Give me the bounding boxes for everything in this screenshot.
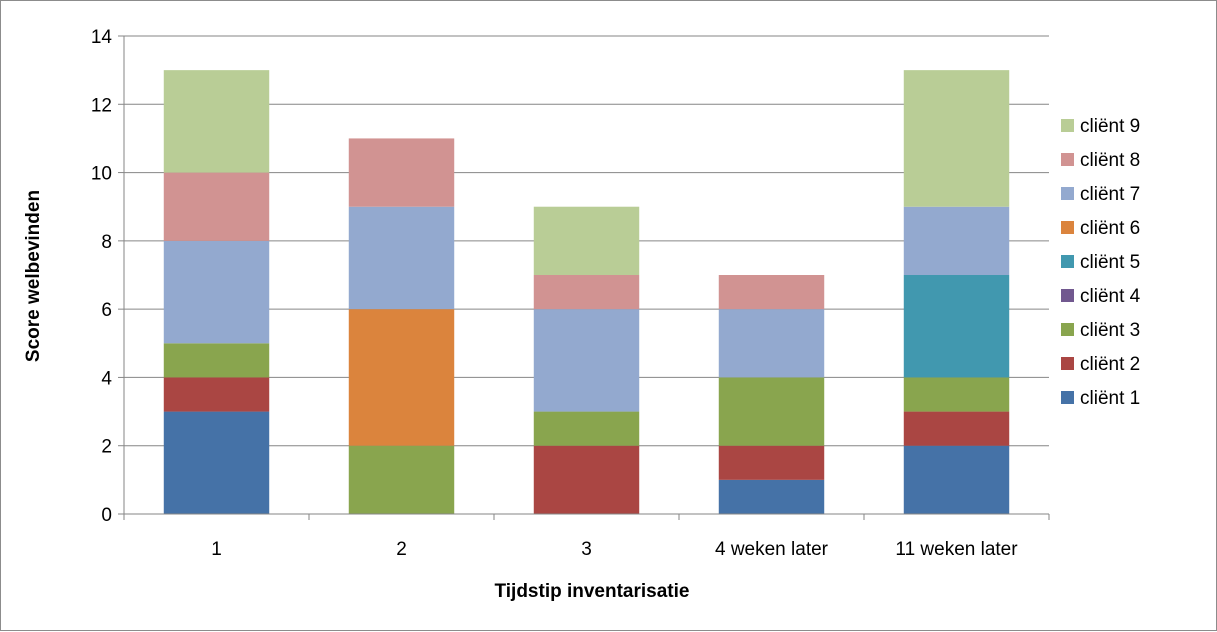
bar-segment: [533, 445, 640, 514]
bar-segment: [163, 343, 270, 378]
legend-swatch: [1061, 119, 1074, 132]
y-tick-label: 2: [101, 437, 112, 458]
x-tick-label: 4 weken later: [715, 539, 829, 560]
y-axis-title: Score welbevinden: [23, 190, 44, 362]
bar-segment: [163, 411, 270, 514]
legend-swatch: [1061, 221, 1074, 234]
bar-segment: [533, 309, 640, 412]
bar-segment: [163, 240, 270, 344]
bar-segment: [163, 70, 270, 173]
bar-segment: [903, 377, 1010, 412]
x-tick-label: 2: [396, 539, 407, 560]
legend-swatch: [1061, 255, 1074, 268]
x-axis-title: Tijdstip inventarisatie: [495, 581, 690, 602]
bar-segment: [903, 275, 1010, 378]
legend-swatch: [1061, 289, 1074, 302]
y-tick-label: 12: [91, 95, 112, 116]
legend-label: cliënt 4: [1080, 286, 1141, 307]
y-tick-label: 8: [101, 232, 112, 253]
legend-label: cliënt 3: [1080, 320, 1140, 341]
legend-swatch: [1061, 153, 1074, 166]
bar-segment: [718, 445, 825, 480]
bar-segment: [903, 206, 1010, 275]
y-tick-label: 0: [101, 505, 112, 526]
bar-segment: [348, 309, 455, 446]
x-tick-label: 1: [211, 539, 222, 560]
legend-label: cliënt 5: [1080, 252, 1140, 273]
y-tick-label: 10: [91, 164, 112, 185]
bar-segment: [533, 275, 640, 310]
bar-segment: [718, 377, 825, 446]
bar-segment: [348, 445, 455, 514]
y-tick-label: 6: [101, 300, 112, 321]
bar-segment: [533, 206, 640, 275]
bar-segment: [348, 206, 455, 310]
bar-segment: [718, 309, 825, 378]
bar-segment: [903, 445, 1010, 514]
x-tick-label: 3: [581, 539, 592, 560]
bars: [163, 70, 1010, 514]
legend-swatch: [1061, 187, 1074, 200]
bar-segment: [163, 377, 270, 412]
y-tick-label: 14: [91, 27, 113, 48]
bar-segment: [903, 411, 1010, 446]
legend-label: cliënt 9: [1080, 116, 1140, 137]
bar-segment: [348, 138, 455, 207]
bar-segment: [163, 172, 270, 241]
legend-label: cliënt 8: [1080, 150, 1140, 171]
bar-segment: [718, 275, 825, 310]
bar-segment: [718, 479, 825, 514]
x-tick-label: 11 weken later: [895, 539, 1018, 560]
bar-segment: [903, 70, 1010, 207]
bar-segment: [533, 411, 640, 446]
legend-label: cliënt 2: [1080, 354, 1140, 375]
legend-label: cliënt 6: [1080, 218, 1140, 239]
legend-swatch: [1061, 357, 1074, 370]
legend-label: cliënt 7: [1080, 184, 1140, 205]
legend-swatch: [1061, 391, 1074, 404]
y-tick-label: 4: [101, 368, 112, 389]
legend: cliënt 9 cliënt 8 cliënt 7 cliënt 6 cliënt 5…: [1061, 116, 1141, 409]
legend-label: cliënt 1: [1080, 388, 1140, 409]
legend-swatch: [1061, 323, 1074, 336]
